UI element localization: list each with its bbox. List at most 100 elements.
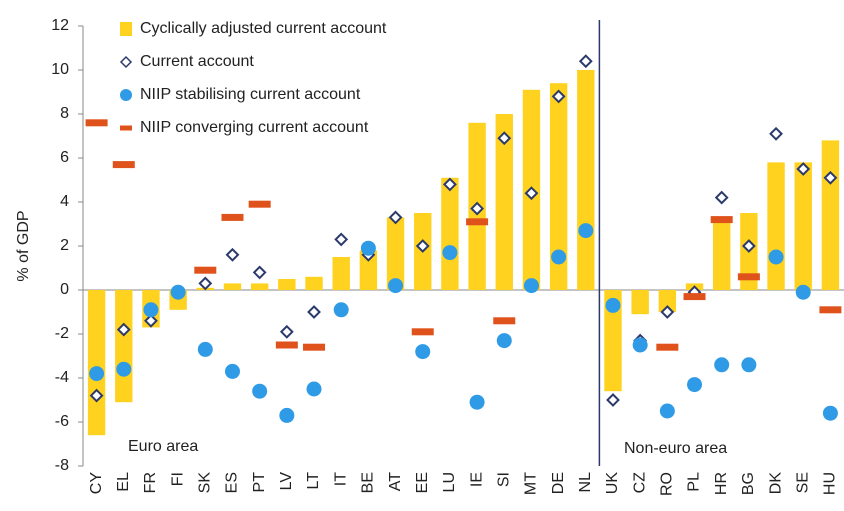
x-tick-label: SE [794,472,811,493]
y-tick-label: 12 [51,17,69,34]
diamond-marker [334,232,349,247]
diamond-marker [470,201,485,216]
dash-marker [493,317,516,325]
annotation: Euro area [128,438,198,455]
circle-marker [469,394,485,410]
bar [359,250,378,290]
circle-marker [224,363,240,379]
diamond-marker [823,170,838,185]
x-tick-label: NL [577,472,594,493]
x-tick-label: IE [468,472,485,487]
diamond-marker [144,313,158,328]
bar [223,283,242,290]
y-tick-label: -6 [55,413,69,430]
diamond-marker [578,54,593,69]
diamond-marker [442,177,457,192]
diamond-marker [524,186,539,201]
legend-label: Cyclically adjusted current account [140,20,387,37]
diamond-marker [551,89,566,104]
y-tick-label: -8 [55,457,69,474]
diamond-marker [796,162,811,176]
circle-marker [496,333,512,349]
bar [305,276,323,290]
diamond-marker [769,126,783,141]
circle-marker [170,284,186,300]
legend-label: NIIP stabilising current account [140,86,361,103]
bar [441,177,459,290]
legend-swatch [120,89,132,101]
dash-marker [466,218,489,226]
bar [821,140,840,290]
x-tick-label: DE [550,472,567,494]
x-tick-label: SI [495,472,512,487]
circle-marker [768,249,784,265]
bar [278,279,296,290]
dash-marker [85,119,108,127]
x-tick-label: UK [604,472,621,495]
y-tick-label: 4 [60,193,69,210]
y-tick-label: 8 [60,105,69,122]
diamond-marker [660,305,675,319]
dash-marker [303,343,326,351]
bar [332,257,350,290]
x-tick-label: AT [387,472,404,491]
dash-marker [819,306,842,314]
x-tick-label: PT [251,472,268,493]
dash-marker [737,273,760,281]
x-tick-label: BE [360,472,377,493]
dash-marker [710,216,733,224]
legend-label: Current account [140,53,254,70]
circle-marker [632,337,648,353]
legend-swatch [119,55,133,69]
circle-marker [822,405,838,421]
dash-marker [112,161,135,169]
x-tick-label: ES [224,472,241,493]
x-tick-label: RO [659,472,676,496]
x-tick-label: HU [822,472,839,495]
bar [712,219,731,290]
circle-marker [143,302,159,318]
bar [495,114,513,290]
y-tick-label: 0 [60,281,69,298]
x-tick-label: HR [713,472,730,495]
bar [577,70,595,290]
diamond-marker [252,265,267,280]
diamond-marker [606,393,620,407]
bar [767,162,785,290]
circle-marker [279,407,295,423]
x-tick-label: LV [278,472,295,491]
y-tick-label: 6 [60,149,69,166]
legend-label: NIIP converging current account [140,119,369,136]
dash-marker [656,343,679,351]
y-tick-label: -2 [55,325,69,342]
circle-marker [442,245,458,261]
diamond-marker [279,324,294,339]
x-tick-label: LT [305,472,322,490]
circle-marker [659,403,675,419]
bar [794,162,812,290]
x-tick-label: FR [142,472,159,493]
circle-marker [89,366,105,382]
annotation: Non-euro area [624,440,727,457]
circle-marker [523,278,539,294]
y-tick-label: -4 [55,369,69,386]
circle-marker [306,381,322,397]
x-tick-label: BG [740,472,757,495]
diamond-marker [388,210,403,225]
x-tick-label: DK [767,472,784,495]
bar [631,290,649,315]
x-tick-label: EL [115,472,132,492]
circle-marker [360,240,376,256]
dash-marker [411,328,434,336]
diamond-marker [497,131,512,146]
circle-marker [714,357,730,373]
dash-marker [275,341,298,349]
circle-marker [551,249,567,265]
x-tick-label: MT [523,472,540,495]
dash-marker [683,293,706,301]
y-tick-label: 10 [51,61,69,78]
y-tick-label: 2 [60,237,69,254]
dash-marker [221,213,244,221]
x-tick-label: IT [332,472,349,486]
